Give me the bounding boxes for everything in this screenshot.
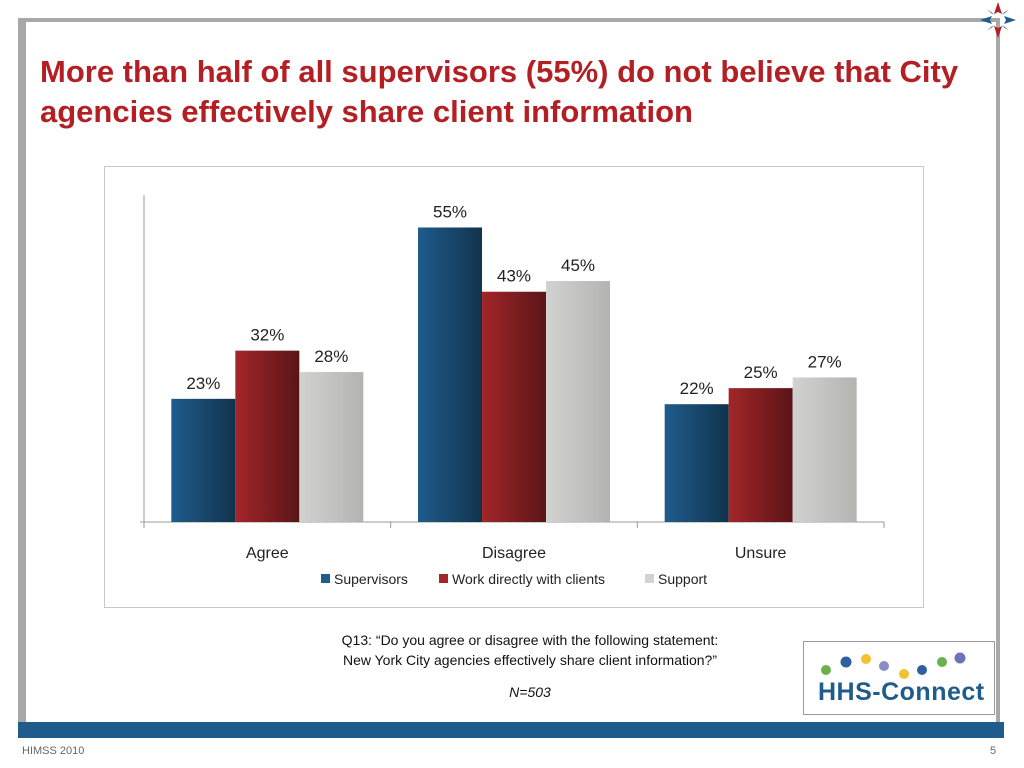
bar-agree-0 (171, 398, 236, 522)
data-label: 22% (680, 379, 714, 398)
left-frame-rule (18, 18, 26, 724)
bar-disagree-1 (482, 291, 546, 522)
data-label: 27% (808, 352, 842, 371)
bar-unsure-1 (728, 388, 793, 522)
bar-unsure-0 (664, 404, 729, 522)
legend-swatch-1 (439, 574, 448, 583)
hhs-connect-logo: HHS-Connect (803, 641, 995, 715)
data-label: 23% (186, 374, 220, 393)
question-line-1: Q13: “Do you agree or disagree with the … (341, 632, 719, 648)
data-label: 45% (561, 256, 595, 275)
logo-text: HHS-Connect (818, 678, 985, 706)
page-number: 5 (990, 745, 997, 757)
data-label: 28% (314, 347, 348, 366)
survey-question: Q13: “Do you agree or disagree with the … (260, 630, 800, 670)
bar-agree-1 (235, 350, 300, 522)
footer-label: HIMSS 2010 (22, 745, 85, 757)
bar-agree-2 (299, 372, 364, 522)
category-label-disagree: Disagree (482, 545, 546, 562)
legend-label-2: Support (658, 571, 707, 587)
bar-chart: 23% 32% 28% Agree 55% 43% 45% Disagree 22% 25% 27%… (140, 195, 885, 587)
bar-disagree-0 (418, 227, 482, 522)
legend-swatch-0 (321, 574, 330, 583)
chart-frame: 23% 32% 28% Agree 55% 43% 45% Disagree 22% 25% 27%… (104, 166, 924, 608)
data-label: 43% (497, 267, 531, 286)
right-frame-rule (996, 18, 1000, 724)
question-line-2: New York City agencies effectively share… (342, 652, 718, 668)
legend-swatch-2 (645, 574, 654, 583)
data-label: 55% (433, 202, 467, 221)
data-label: 25% (744, 363, 778, 382)
bottom-frame-bar (18, 722, 1004, 738)
top-frame-rule (18, 18, 996, 22)
bar-disagree-2 (546, 281, 610, 522)
bar-unsure-2 (792, 377, 857, 522)
logo-dots-icon (821, 652, 966, 679)
star-logo-icon (980, 2, 1016, 38)
category-label-agree: Agree (246, 545, 289, 562)
data-label: 32% (250, 326, 284, 345)
legend-label-1: Work directly with clients (452, 571, 605, 587)
legend-label-0: Supervisors (334, 571, 408, 587)
sample-size-note: N=503 (509, 684, 551, 700)
category-label-unsure: Unsure (735, 545, 787, 562)
slide-title: More than half of all supervisors (55%) … (40, 54, 959, 129)
